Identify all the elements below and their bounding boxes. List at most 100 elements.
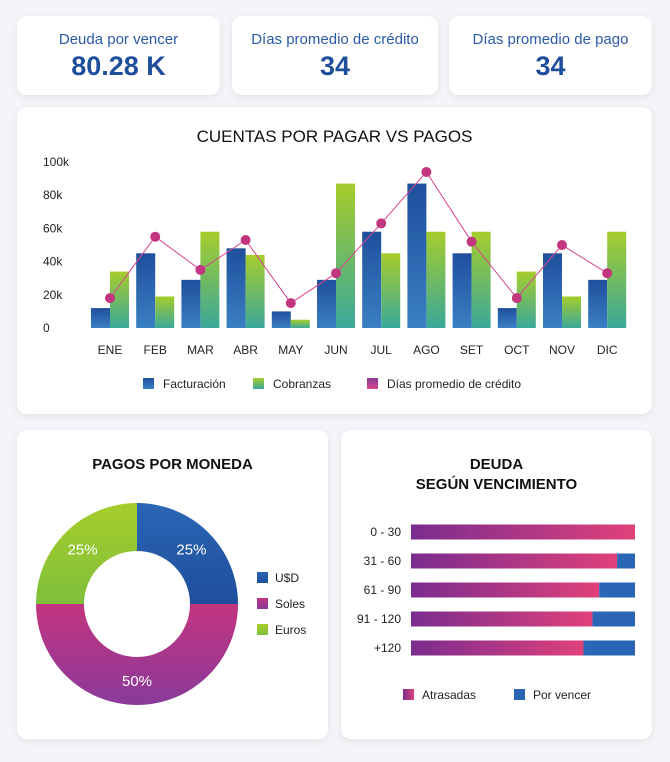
bar-facturacion xyxy=(497,308,517,328)
legend-label: Por vencer xyxy=(533,688,591,702)
bar-atrasadas xyxy=(411,524,635,540)
legend-swatch xyxy=(257,624,268,635)
legend-swatch xyxy=(257,572,268,583)
y-tick-label: 20k xyxy=(43,288,63,302)
kpi-card-deuda: Deuda por vencer 80.28 K xyxy=(17,16,220,95)
donut-chart: 25% 50% 25% U$D Soles Euros xyxy=(36,503,306,705)
chart-title: CUENTAS POR PAGAR VS PAGOS xyxy=(196,127,473,146)
bar-cobranzas xyxy=(200,231,220,328)
point-dias-credito xyxy=(376,218,387,229)
bar-facturacion xyxy=(452,253,472,328)
x-tick-label: DIC xyxy=(597,343,618,357)
x-tick-label: ABR xyxy=(233,343,258,357)
chart-title-line-2: SEGÚN VENCIMIENTO xyxy=(415,476,578,493)
y-tick-label: 0 xyxy=(43,321,50,335)
chart-title: PAGOS POR MONEDA xyxy=(92,456,253,473)
bar-cobranzas xyxy=(516,271,536,328)
bar-cobranzas xyxy=(562,296,581,328)
kpi-label: Días promedio de crédito xyxy=(251,31,419,48)
legend-swatch xyxy=(367,378,378,389)
bar-cobranzas xyxy=(245,254,265,328)
legend-label: Facturación xyxy=(163,377,226,391)
y-category-label: 91 - 120 xyxy=(357,612,401,626)
kpi-value: 80.28 K xyxy=(71,51,166,81)
bar-facturacion xyxy=(362,231,382,328)
bar-atrasadas xyxy=(411,640,584,656)
bar-line-chart: 0 20k 40k 60k 80k 100k ENE FEB MAR ABR MAY JUN JUL AG… xyxy=(43,155,627,391)
donut-slice-label: 50% xyxy=(122,673,152,690)
bar-atrasadas xyxy=(411,553,618,569)
x-tick-label: ENE xyxy=(98,343,123,357)
chart-card-moneda: PAGOS POR MONEDA 25% 50% 25% U$D Soles Euros xyxy=(17,430,328,739)
y-tick-label: 100k xyxy=(43,155,70,169)
legend-label: Euros xyxy=(275,623,306,637)
x-tick-label: AGO xyxy=(413,343,440,357)
point-dias-credito xyxy=(602,268,613,279)
kpi-value: 34 xyxy=(319,51,351,81)
kpi-label: Deuda por vencer xyxy=(58,31,179,48)
legend-swatch xyxy=(514,689,525,700)
kpi-label: Días promedio de pago xyxy=(472,31,629,48)
bar-facturacion xyxy=(588,279,608,328)
point-dias-credito xyxy=(557,240,567,250)
bar-facturacion xyxy=(271,311,291,328)
bar-cobranzas xyxy=(155,296,175,328)
bar-facturacion xyxy=(136,253,156,328)
bar-cobranzas xyxy=(290,319,310,328)
point-dias-credito xyxy=(331,268,341,279)
bar-atrasadas xyxy=(411,611,593,627)
y-category-label: 31 - 60 xyxy=(364,554,402,568)
donut-slice-euros xyxy=(36,503,137,604)
legend-label: Soles xyxy=(275,597,305,611)
line-dias-credito xyxy=(109,171,608,304)
chart-card-cuentas: CUENTAS POR PAGAR VS PAGOS 0 20k 40k 60k 80k… xyxy=(17,107,652,414)
bar-facturacion xyxy=(407,183,427,328)
point-dias-credito xyxy=(150,231,161,242)
bar-cobranzas xyxy=(381,253,401,328)
bar-por-vencer xyxy=(617,553,635,569)
x-tick-label: MAR xyxy=(187,343,214,357)
point-dias-credito xyxy=(285,298,296,309)
kpi-value: 34 xyxy=(535,51,566,81)
x-tick-label: NOV xyxy=(549,343,575,357)
x-tick-label: MAY xyxy=(278,343,303,357)
bar-cobranzas xyxy=(471,231,491,328)
x-tick-label: JUL xyxy=(371,343,393,357)
point-dias-credito xyxy=(105,293,115,304)
bar-facturacion xyxy=(91,308,110,328)
legend-swatch xyxy=(253,378,264,389)
legend-swatch xyxy=(143,378,154,389)
bar-facturacion xyxy=(226,248,246,328)
chart-title-line-1: DEUDA xyxy=(469,456,524,473)
chart-card-deuda: DEUDA SEGÚN VENCIMIENTO 0 - 30 31 - 60 61 … xyxy=(341,430,652,739)
legend-label: Atrasadas xyxy=(422,688,476,702)
x-tick-label: SET xyxy=(460,343,484,357)
legend-swatch xyxy=(257,598,268,609)
kpi-card-dias-pago: Días promedio de pago 34 xyxy=(449,16,652,95)
y-category-label: +120 xyxy=(374,641,401,655)
donut-slice-soles xyxy=(36,604,238,705)
bar-por-vencer xyxy=(583,640,635,656)
donut-slice-label: 25% xyxy=(68,542,98,559)
y-category-label: 61 - 90 xyxy=(364,583,402,597)
y-tick-label: 40k xyxy=(43,255,63,269)
bar-facturacion xyxy=(543,253,562,328)
point-dias-credito xyxy=(240,235,251,246)
y-tick-label: 60k xyxy=(43,221,63,235)
bar-facturacion xyxy=(181,279,201,328)
point-dias-credito xyxy=(466,236,477,247)
stacked-hbar-chart: 0 - 30 31 - 60 61 - 90 91 - 120 +120 Atrasada… xyxy=(357,524,635,702)
point-dias-credito xyxy=(195,264,206,275)
x-tick-label: JUN xyxy=(324,343,347,357)
bar-facturacion xyxy=(317,279,336,328)
point-dias-credito xyxy=(421,166,432,177)
legend-label: U$D xyxy=(275,571,299,585)
bar-atrasadas xyxy=(411,582,600,598)
bar-cobranzas xyxy=(426,231,446,328)
bar-por-vencer xyxy=(599,582,635,598)
donut-slice-ud xyxy=(137,503,238,604)
bar-por-vencer xyxy=(592,611,635,627)
donut-slice-label: 25% xyxy=(176,542,206,559)
legend-swatch xyxy=(403,689,414,700)
bar-cobranzas xyxy=(336,183,355,328)
